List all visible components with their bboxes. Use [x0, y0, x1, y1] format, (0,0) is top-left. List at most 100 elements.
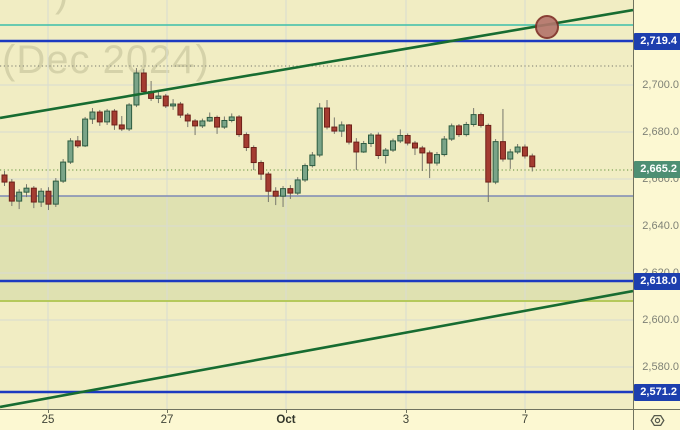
candle-down — [96, 111, 103, 123]
candle-up — [389, 140, 396, 151]
candle-up — [302, 165, 309, 181]
candle-down — [192, 120, 199, 127]
candle-down — [346, 124, 353, 143]
candle-down — [265, 173, 272, 192]
candle-down — [353, 141, 360, 153]
time-axis-label: 3 — [402, 414, 410, 426]
candle-up — [206, 116, 213, 122]
candle-up — [67, 140, 74, 163]
candle-down — [74, 140, 81, 147]
candle-down — [331, 126, 338, 132]
candle-up — [368, 134, 374, 145]
candle-up — [16, 191, 23, 202]
candle-down — [455, 125, 462, 136]
candle-down — [477, 114, 484, 126]
price-tick-label: 2,680.0 — [642, 126, 679, 138]
candle-up — [338, 124, 345, 132]
price-tick-label: 2,580.0 — [642, 361, 679, 373]
time-axis[interactable]: 25 27 Oct 3 7 — [0, 409, 633, 430]
candle-down — [324, 107, 331, 128]
candle-down — [236, 116, 243, 136]
candle-down — [521, 146, 528, 157]
candle-up — [199, 120, 206, 127]
candle-down — [287, 188, 294, 194]
candle-up — [280, 188, 287, 197]
candle-up — [441, 138, 448, 156]
price-scale-settings-icon[interactable] — [649, 414, 666, 427]
candle-up — [514, 146, 521, 153]
candle-up — [52, 180, 59, 205]
zone-band — [0, 196, 633, 301]
upper-ascending-trendline[interactable] — [0, 8, 633, 120]
candle-down — [250, 147, 257, 164]
candle-down — [118, 124, 125, 130]
candle-up — [104, 110, 111, 123]
time-axis-label: Oct — [276, 414, 296, 426]
candle-up — [448, 125, 455, 140]
candle-up — [433, 154, 440, 164]
level-price-badge: 2,571.2 — [634, 383, 680, 401]
candle-down — [162, 95, 169, 107]
candle-up — [221, 119, 228, 128]
candle-down — [8, 181, 15, 202]
candle-down — [272, 190, 279, 197]
candle-down — [499, 141, 506, 160]
candle-down — [243, 134, 250, 149]
level-price-badge: 2,618.0 — [634, 272, 680, 290]
candle-down — [30, 187, 37, 203]
time-tick — [167, 410, 168, 413]
candle-up — [82, 118, 89, 147]
candle-up — [228, 116, 235, 121]
price-axis[interactable]: 2,700.02,680.02,660.02,640.02,620.02,600… — [633, 0, 680, 409]
candle-up — [170, 103, 177, 107]
candle-up — [155, 95, 162, 99]
candle-up — [126, 104, 133, 130]
candle-up — [492, 141, 499, 183]
time-axis-label: 7 — [521, 414, 529, 426]
candle-down — [419, 147, 426, 154]
time-tick — [286, 410, 287, 413]
price-tick-label: 2,700.0 — [642, 79, 679, 91]
candle-up — [316, 107, 323, 156]
candle-down — [411, 142, 418, 149]
time-tick — [525, 410, 526, 413]
price-tick-label: 2,640.0 — [642, 220, 679, 232]
candle-up — [294, 179, 301, 194]
candle-up — [60, 161, 67, 182]
price-tick-label: 2,600.0 — [642, 314, 679, 326]
candle-up — [38, 190, 45, 203]
circle-marker[interactable] — [535, 15, 559, 39]
candle-up — [23, 187, 30, 193]
candle-up — [360, 143, 367, 153]
candle-up — [470, 114, 477, 125]
candle-down — [375, 134, 382, 156]
candle-up — [89, 111, 96, 120]
candle-up — [463, 123, 470, 136]
chart-canvas[interactable]: ) (Dec 2024) — [0, 0, 633, 409]
candle-down — [184, 114, 191, 122]
lower-ascending-trendline[interactable] — [0, 289, 633, 409]
candle-down — [140, 72, 147, 93]
current-price-badge: 2,665.2 — [634, 160, 680, 178]
candle-down — [1, 174, 8, 183]
candle-down — [45, 190, 52, 205]
candle-down — [529, 155, 536, 168]
time-axis-label: 25 — [41, 414, 55, 426]
time-tick — [406, 410, 407, 413]
time-axis-label: 27 — [160, 414, 174, 426]
candle-up — [382, 149, 389, 157]
candle-up — [397, 135, 404, 142]
candle-down — [485, 124, 492, 183]
candlestick-plot[interactable] — [0, 0, 633, 409]
candle-down — [177, 103, 184, 116]
candle-down — [111, 110, 118, 126]
candle-down — [214, 116, 221, 128]
axis-corner — [633, 409, 680, 430]
candle-down — [426, 152, 433, 164]
level-price-badge: 2,719.4 — [634, 32, 680, 50]
candle-up — [309, 154, 316, 167]
candle-down — [404, 135, 411, 144]
candle-down — [258, 162, 265, 175]
candle-up — [507, 151, 514, 160]
